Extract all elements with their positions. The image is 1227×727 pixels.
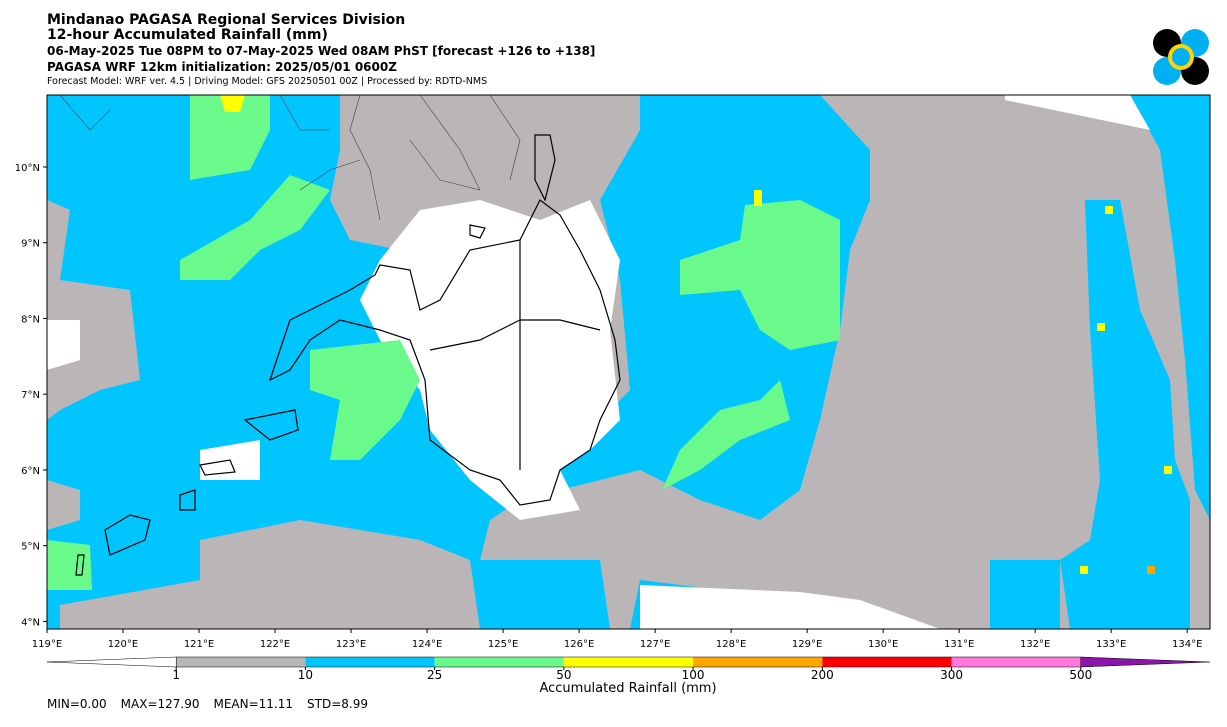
lon-tick-label: 134°E bbox=[1172, 639, 1202, 650]
stats: MIN=0.00 MAX=127.90 MEAN=11.11 STD=8.99 bbox=[47, 697, 368, 711]
map: 119°E 120°E 121°E 122°E 123°E 124°E 125°E 126°E… bbox=[15, 94, 1211, 650]
stat: MEAN=11.11 bbox=[213, 697, 293, 711]
colorbar-tick-label: 500 bbox=[1069, 668, 1092, 682]
lon-tick-label: 121°E bbox=[184, 639, 214, 650]
stat: MAX=127.90 bbox=[121, 697, 200, 711]
colorbar-over bbox=[1080, 656, 1211, 668]
lon-tick-label: 127°E bbox=[640, 639, 670, 650]
lon-tick-label: 124°E bbox=[412, 639, 442, 650]
lon-tick-label: 119°E bbox=[32, 639, 62, 650]
lon-tick-label: 130°E bbox=[868, 639, 898, 650]
colorbar-tick-label: 300 bbox=[940, 668, 963, 682]
lon-tick-label: 132°E bbox=[1020, 639, 1050, 650]
stat: STD=8.99 bbox=[307, 697, 368, 711]
colorbar-segment bbox=[305, 657, 435, 667]
period: 06-May-2025 Tue 08PM to 07-May-2025 Wed … bbox=[47, 44, 595, 58]
colorbar-segment bbox=[434, 657, 564, 667]
lat-tick-label: 7°N bbox=[21, 390, 40, 401]
colorbar-segment bbox=[176, 657, 306, 667]
colorbar: 1 10 25 50 100 200 300 500 bbox=[46, 656, 1211, 682]
colorbar-segment bbox=[951, 657, 1081, 667]
lat-tick-label: 6°N bbox=[21, 466, 40, 477]
initialization: PAGASA WRF 12km initialization: 2025/05/… bbox=[47, 60, 397, 74]
stat: MIN=0.00 bbox=[47, 697, 107, 711]
lat-tick-label: 8°N bbox=[21, 314, 40, 325]
colorbar-tick-label: 10 bbox=[298, 668, 313, 682]
title: Mindanao PAGASA Regional Services Divisi… bbox=[47, 12, 405, 28]
colorbar-label: Accumulated Rainfall (mm) bbox=[539, 681, 716, 696]
lat-tick-label: 5°N bbox=[21, 542, 40, 553]
colorbar-segment bbox=[693, 657, 823, 667]
lon-tick-label: 125°E bbox=[488, 639, 518, 650]
lat-tick-label: 10°N bbox=[15, 163, 40, 174]
lon-tick-label: 126°E bbox=[564, 639, 594, 650]
colorbar-tick-label: 100 bbox=[682, 668, 705, 682]
colorbar-segment bbox=[822, 657, 952, 667]
colorbar-frame bbox=[175, 656, 1082, 668]
lon-tick-label: 131°E bbox=[944, 639, 974, 650]
colorbar-tick-label: 25 bbox=[427, 668, 442, 682]
subtitle: 12-hour Accumulated Rainfall (mm) bbox=[47, 27, 328, 43]
lon-tick-label: 123°E bbox=[336, 639, 366, 650]
colorbar-tick-label: 200 bbox=[811, 668, 834, 682]
logo bbox=[1153, 29, 1209, 85]
model-info: Forecast Model: WRF ver. 4.5 | Driving M… bbox=[47, 76, 487, 87]
lon-tick-label: 128°E bbox=[716, 639, 746, 650]
lon-tick-label: 122°E bbox=[260, 639, 290, 650]
lon-tick-label: 120°E bbox=[108, 639, 138, 650]
lat-tick-label: 9°N bbox=[21, 239, 40, 250]
colorbar-segment bbox=[563, 657, 694, 667]
colorbar-under bbox=[46, 656, 177, 668]
lon-tick-label: 133°E bbox=[1096, 639, 1126, 650]
lon-tick-label: 129°E bbox=[792, 639, 822, 650]
colorbar-tick-label: 1 bbox=[172, 668, 180, 682]
colorbar-tick-label: 50 bbox=[556, 668, 571, 682]
lat-tick-label: 4°N bbox=[21, 617, 40, 628]
